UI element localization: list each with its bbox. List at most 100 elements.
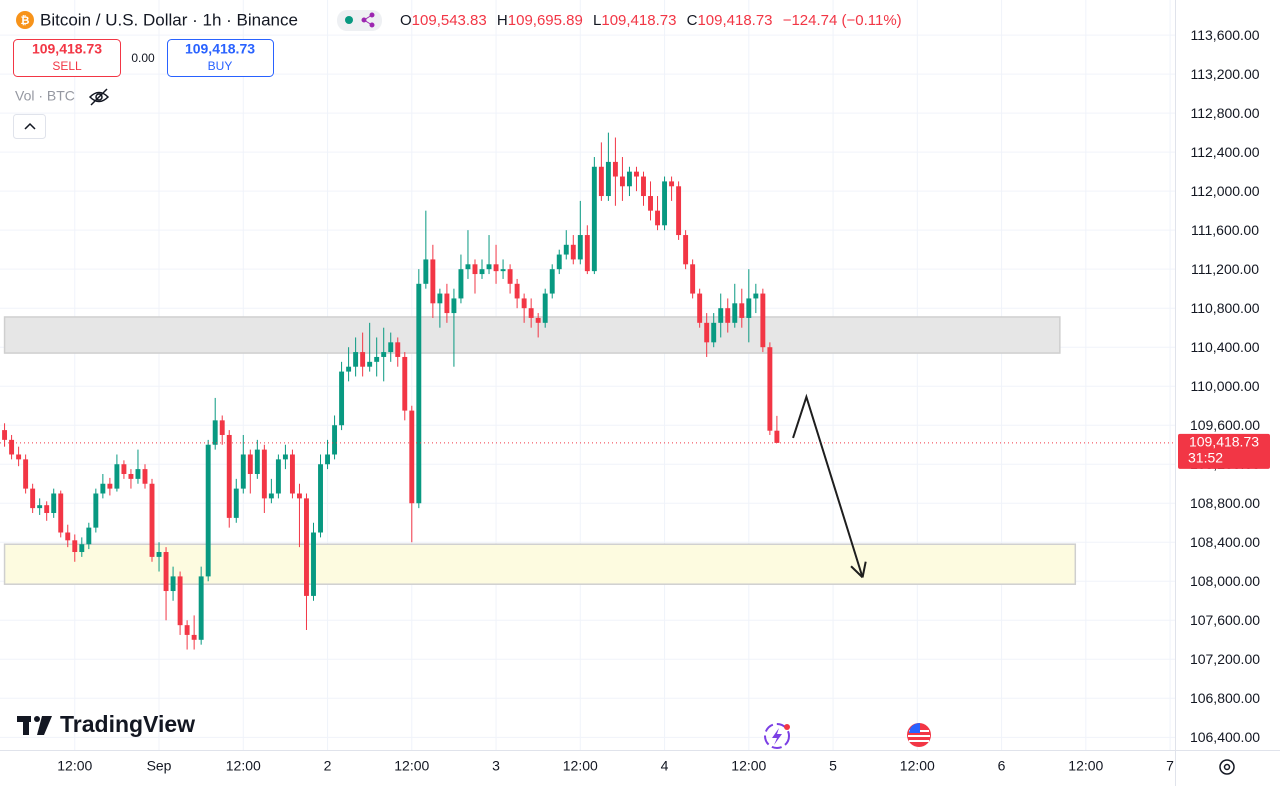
candle-body (16, 454, 22, 460)
candle-body (395, 342, 401, 357)
zone (3, 316, 1061, 354)
candle-body (725, 308, 731, 323)
candle-body (577, 235, 583, 260)
candle-body (507, 269, 513, 284)
candle-body (254, 449, 260, 474)
candle-body (360, 352, 366, 367)
candle-body (51, 493, 57, 514)
arrow-head (861, 561, 867, 578)
candle-body (472, 264, 478, 275)
candle-body (93, 493, 99, 528)
candle-body (388, 342, 394, 353)
y-tick-label: 112,000.00 (1190, 183, 1259, 199)
events-icon[interactable] (764, 723, 790, 749)
candle-body (402, 356, 408, 411)
candle-body (9, 439, 15, 455)
candle-body (311, 532, 316, 596)
candle-body (718, 308, 724, 323)
candle-body (353, 352, 359, 367)
bitcoin-icon-glyph: ₿ (21, 15, 30, 27)
candle-body (479, 269, 485, 275)
buy-button[interactable] (167, 39, 274, 77)
status-pill[interactable] (337, 10, 382, 31)
candle-body (58, 493, 64, 533)
chart-title[interactable]: Bitcoin / U.S. Dollar · 1h · Binance (40, 10, 298, 29)
x-tick-label: 12:00 (57, 758, 92, 774)
candle-body (591, 166, 597, 272)
x-tick-label: Sep (147, 758, 172, 774)
candle-body (247, 454, 253, 474)
candle-body (704, 322, 710, 343)
candle-body (86, 527, 92, 545)
sell-price: 109,418.73 (32, 41, 102, 57)
legend-c-value: 109,418.73 (697, 12, 772, 29)
legend-o: O (400, 12, 412, 29)
candle-body (79, 544, 85, 553)
candle-body (767, 347, 773, 431)
buy-price: 109,418.73 (185, 41, 255, 57)
y-tick-label: 110,000.00 (1190, 378, 1259, 394)
candle-body (261, 449, 267, 499)
hide-volume-icon[interactable] (88, 88, 110, 106)
candle-body (514, 283, 520, 299)
candle-body (444, 293, 450, 314)
candle-body (107, 483, 113, 489)
y-tick-label: 107,600.00 (1190, 612, 1260, 628)
candle-body (774, 430, 780, 443)
candle-body (430, 259, 436, 304)
flag-canton (909, 722, 920, 733)
candle-body (275, 459, 281, 494)
candle-body (711, 322, 717, 343)
candle-body (683, 235, 689, 265)
candle-body (142, 469, 148, 484)
candle-body (205, 444, 211, 577)
y-tick-label: 112,400.00 (1190, 144, 1259, 160)
candle-body (100, 483, 106, 494)
candle-body (584, 235, 590, 272)
candle-body (669, 181, 675, 187)
sell-label: SELL (52, 59, 82, 73)
collapse-caret (24, 122, 36, 130)
bitcoin-icon (16, 11, 34, 29)
candle-body (44, 505, 50, 514)
sell-button[interactable] (13, 39, 121, 77)
y-tick-label: 111,200.00 (1191, 261, 1259, 277)
x-tick-label: 5 (829, 758, 837, 774)
x-tick-label: 3 (492, 758, 500, 774)
grid (0, 0, 1175, 750)
x-tick-label: 2 (324, 758, 332, 774)
candle-body (149, 483, 155, 557)
candle-body (542, 293, 548, 323)
candle-body (605, 161, 611, 197)
candle-body (753, 293, 759, 299)
candle-body (114, 464, 120, 489)
collapse-button[interactable] (13, 114, 46, 139)
y-tick-label: 109,600.00 (1190, 417, 1260, 433)
candle-body (423, 259, 429, 284)
legend-o-value: 109,543.83 (412, 12, 487, 29)
settings-icon[interactable] (1219, 759, 1235, 775)
candle-body (598, 166, 604, 197)
candle-body (367, 361, 373, 367)
brand-logo (17, 716, 52, 735)
last-price-tag (1178, 433, 1270, 469)
market-open-dot (345, 16, 353, 24)
y-tick-label: 112,800.00 (1190, 105, 1259, 121)
candle-body (65, 532, 71, 541)
axes: 113,600.00 113,200.00 112,800.00 112,400.00… (57, 27, 1270, 774)
arrow-drawing (792, 393, 864, 578)
y-tick-label: 110,800.00 (1190, 300, 1259, 316)
candle-body (37, 505, 43, 509)
candle-body (226, 434, 232, 518)
candle-body (451, 298, 457, 314)
legend-h: H (497, 12, 508, 29)
y-tick-label: 113,200.00 (1190, 66, 1259, 82)
y-tick-label: 108,800.00 (1190, 495, 1260, 511)
y-tick-label: 108,400.00 (1190, 534, 1260, 550)
candle-body (296, 493, 302, 499)
candle-body (163, 552, 169, 592)
candle-body (135, 469, 141, 479)
